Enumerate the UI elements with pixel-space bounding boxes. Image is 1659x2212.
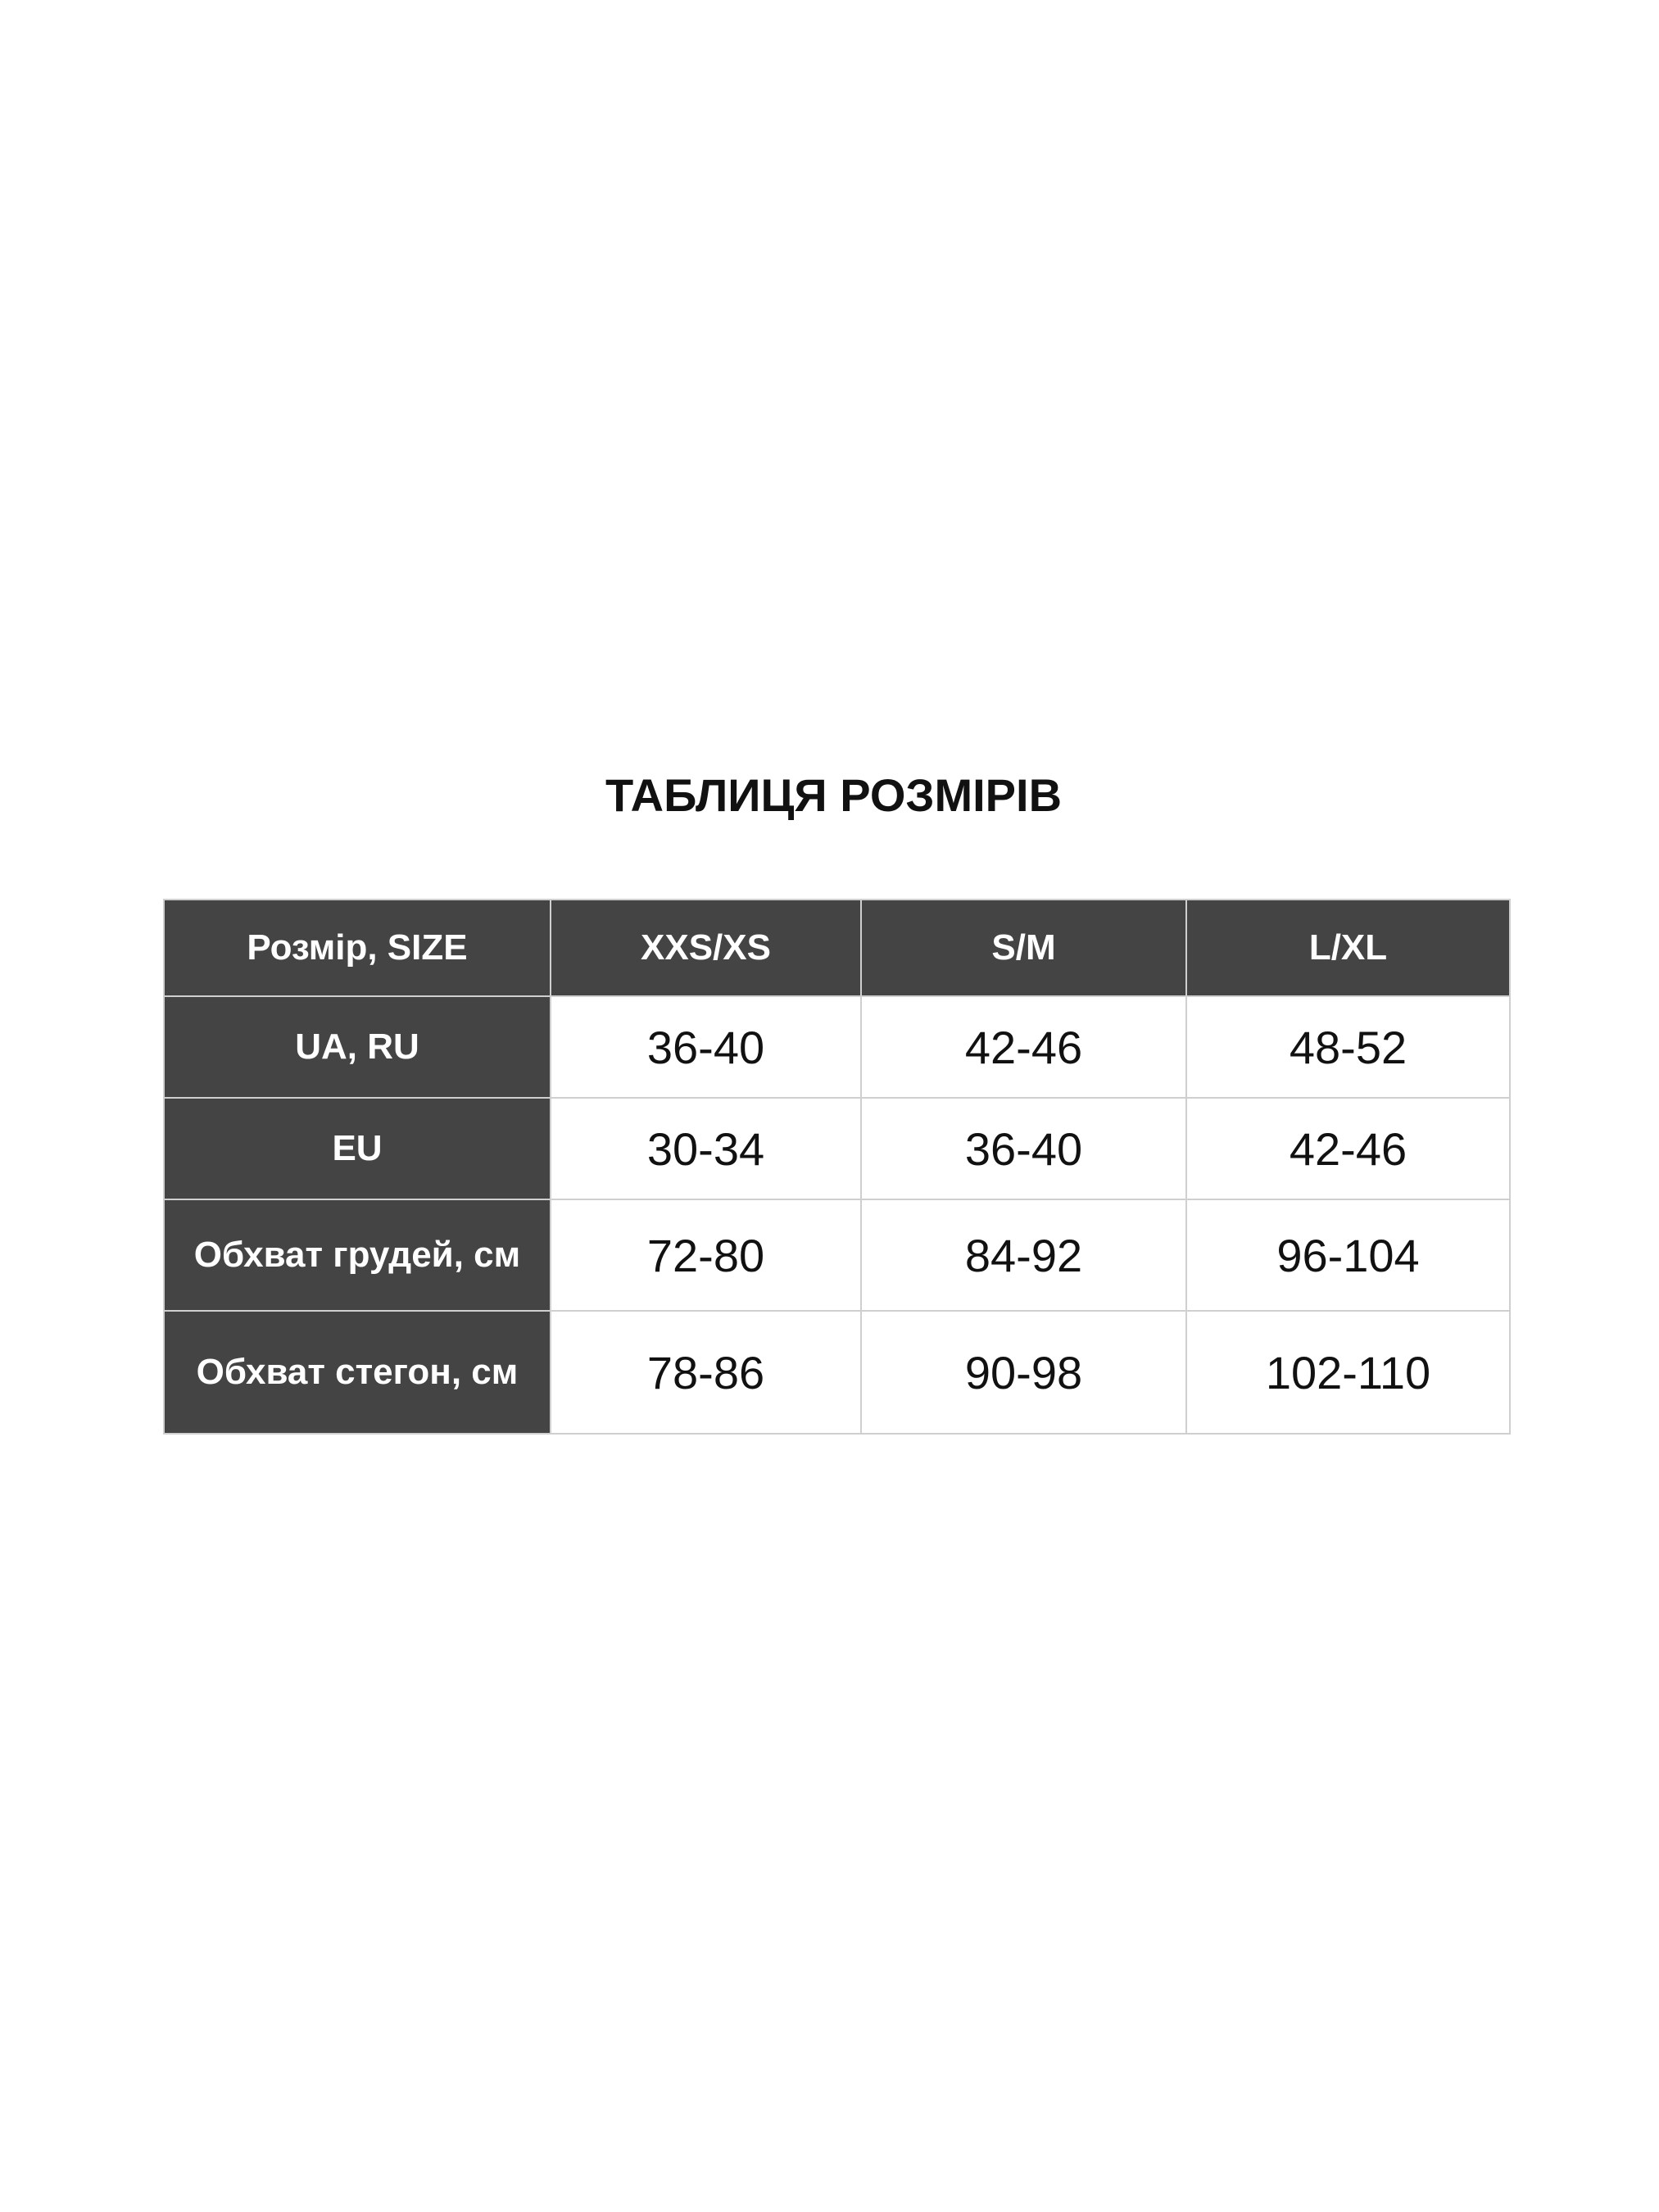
table-row: UA, RU 36-40 42-46 48-52 [163, 995, 1511, 1099]
table-cell: 36-40 [860, 1097, 1187, 1200]
table-cell: 48-52 [1185, 995, 1511, 1099]
page-title: ТАБЛИЦЯ РОЗМІРІВ [605, 769, 1063, 821]
row-label: UA, RU [163, 995, 551, 1099]
table-cell: 90-98 [860, 1310, 1187, 1435]
table-cell: 96-104 [1185, 1199, 1511, 1312]
table-header-row: Розмір, SIZE XXS/XS S/M L/XL [163, 899, 1511, 997]
table-cell: 30-34 [550, 1097, 862, 1200]
row-label: EU [163, 1097, 551, 1200]
table-cell: 78-86 [550, 1310, 862, 1435]
table-cell: 42-46 [860, 995, 1187, 1099]
table-cell: 102-110 [1185, 1310, 1511, 1435]
header-cell: Розмір, SIZE [163, 899, 551, 997]
header-cell: XXS/XS [550, 899, 862, 997]
header-cell: S/M [860, 899, 1187, 997]
row-label: Обхват грудей, см [163, 1199, 551, 1312]
header-cell: L/XL [1185, 899, 1511, 997]
table-row: EU 30-34 36-40 42-46 [163, 1097, 1511, 1200]
table-cell: 72-80 [550, 1199, 862, 1312]
row-label: Обхват стегон, см [163, 1310, 551, 1435]
table-cell: 36-40 [550, 995, 862, 1099]
table-cell: 42-46 [1185, 1097, 1511, 1200]
table-row: Обхват грудей, см 72-80 84-92 96-104 [163, 1199, 1511, 1312]
size-table: Розмір, SIZE XXS/XS S/M L/XL UA, RU 36-4… [163, 899, 1511, 1435]
table-cell: 84-92 [860, 1199, 1187, 1312]
table-row: Обхват стегон, см 78-86 90-98 102-110 [163, 1310, 1511, 1435]
